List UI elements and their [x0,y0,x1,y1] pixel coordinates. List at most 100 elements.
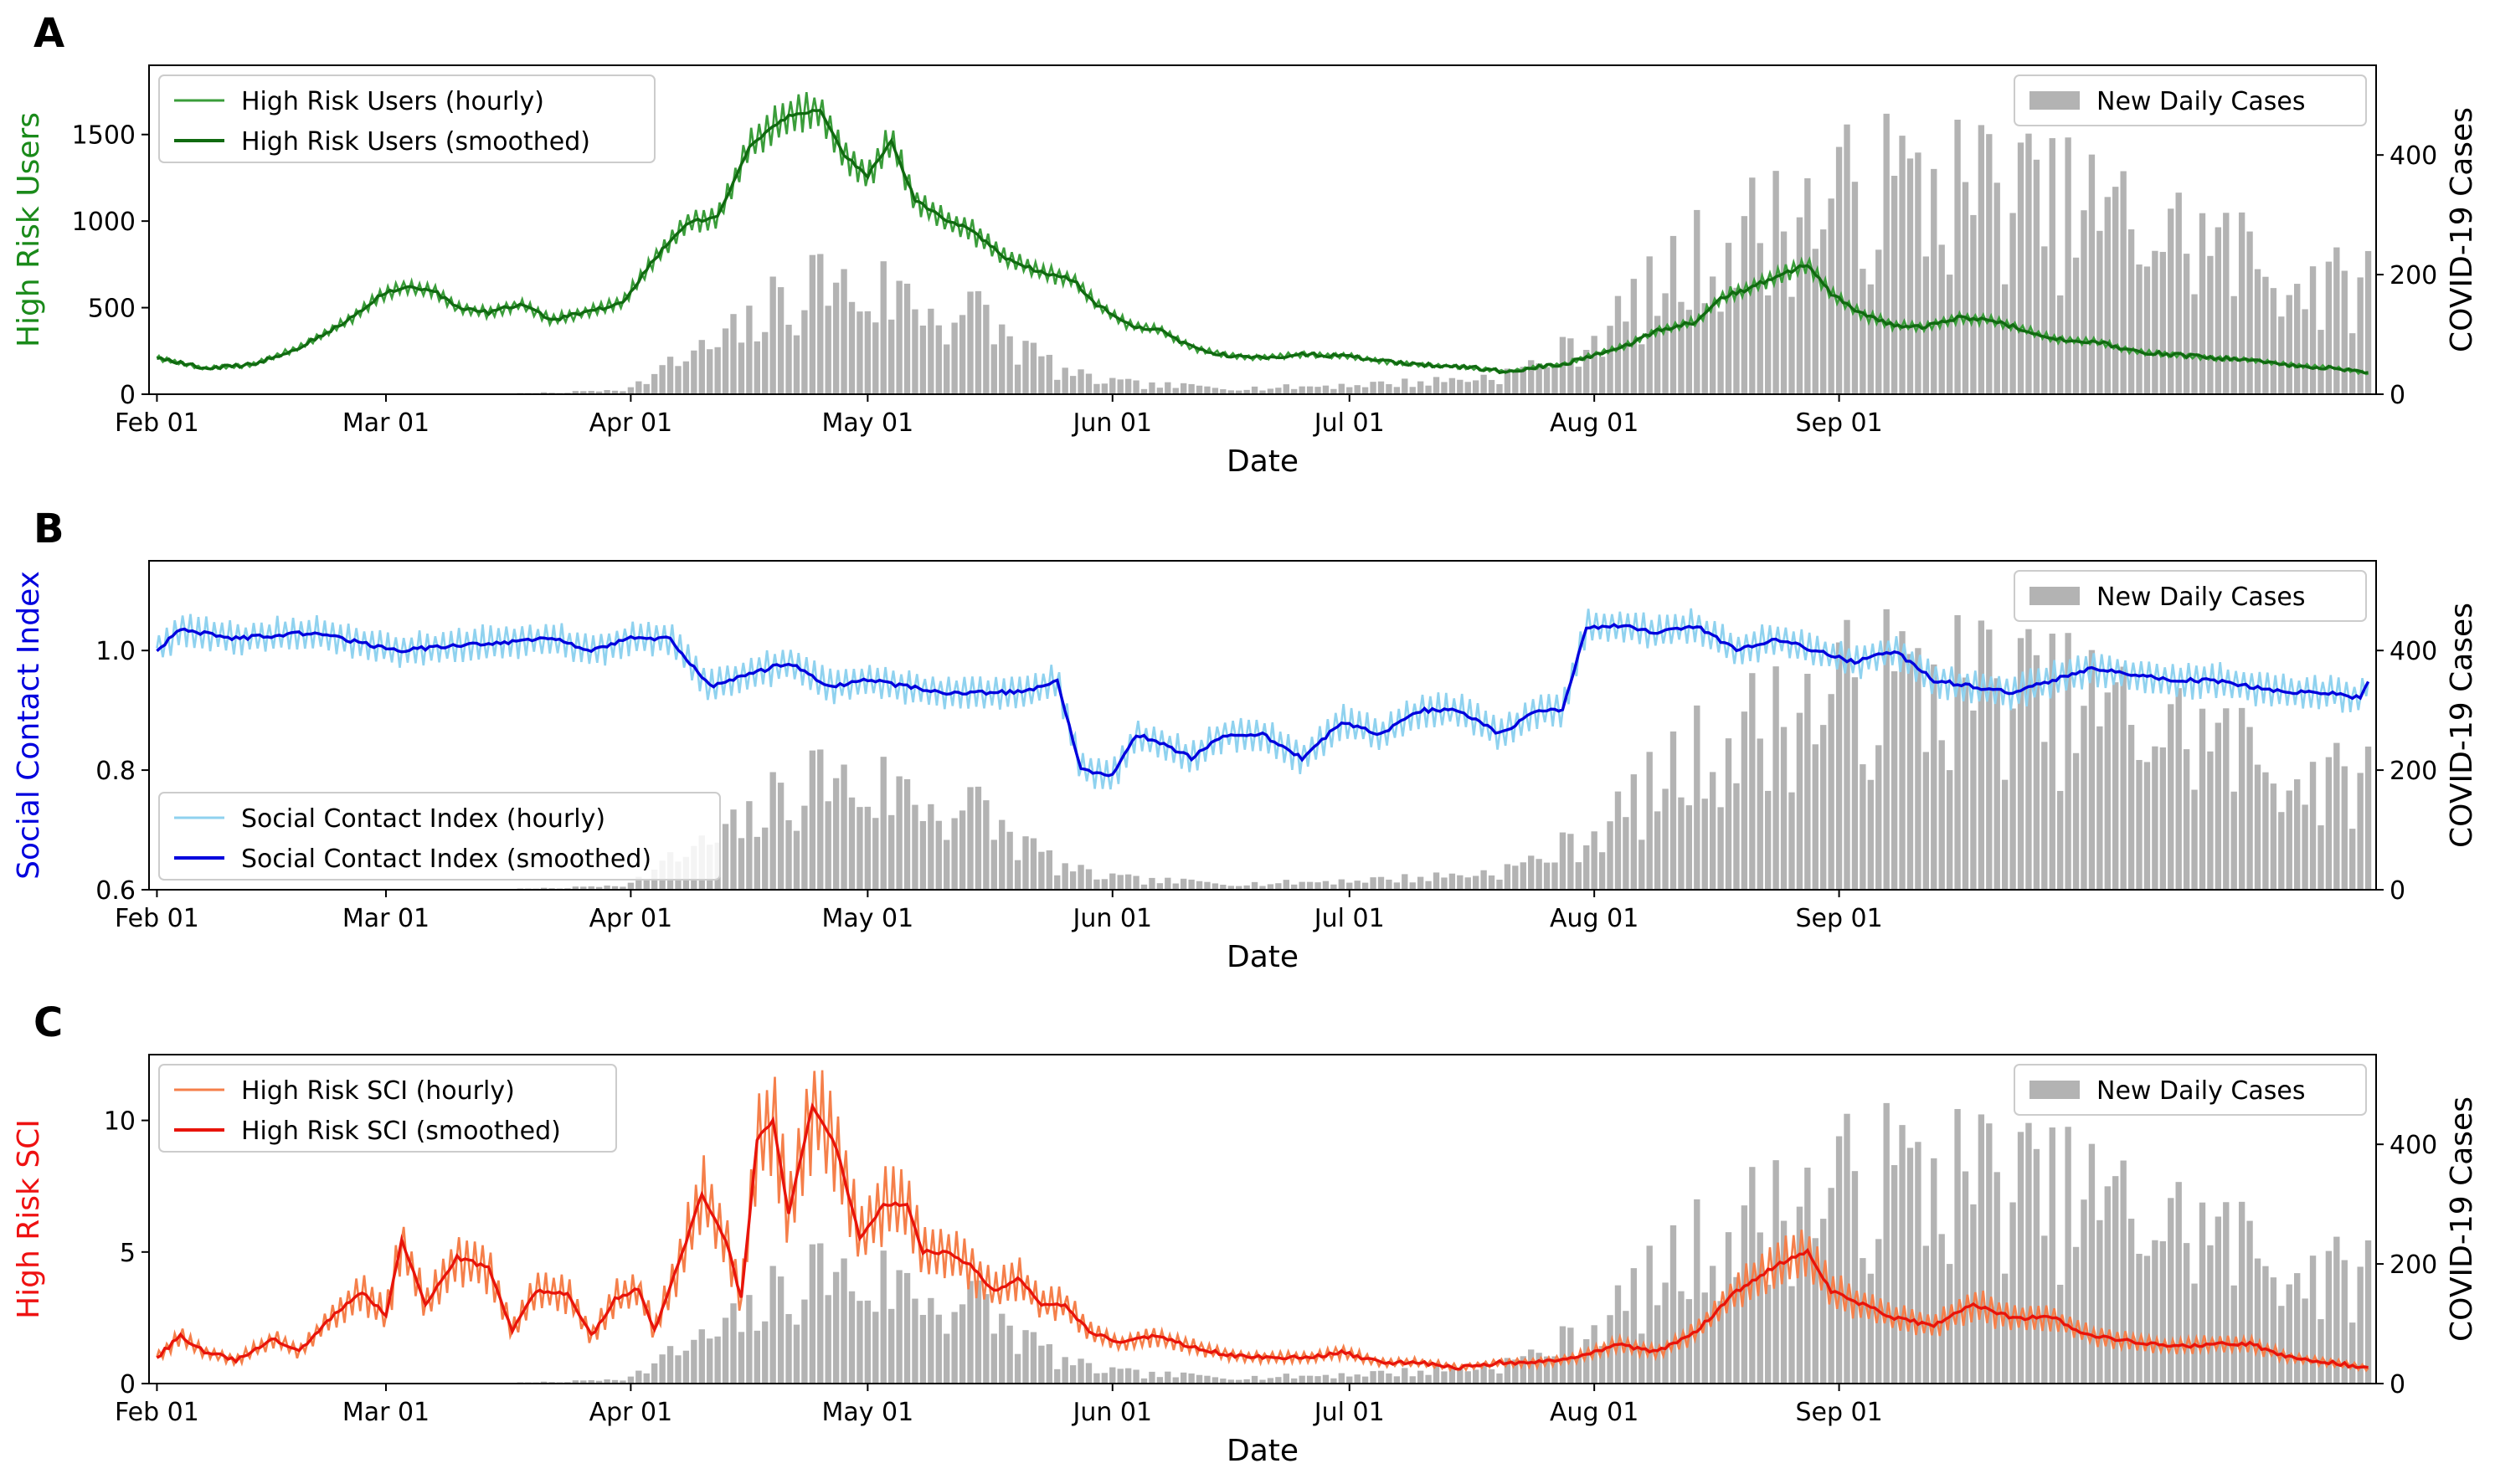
case-bar [698,1329,705,1384]
legend-box [158,792,721,881]
case-bar [1844,619,1850,890]
case-bar [1149,382,1155,394]
case-bar [2230,295,2237,394]
case-bar [1583,350,1590,394]
case-bar [1646,752,1653,890]
case-bar [1741,216,1748,394]
case-bar [675,366,682,394]
case-bar [643,383,650,394]
case-bar [1520,367,1526,394]
case-bar [2293,284,2301,394]
case-bar [903,1272,911,1384]
case-bar [1085,869,1093,890]
case-bar [1117,1368,1124,1384]
case-bar [2309,1255,2317,1384]
x-axis-title: Date [1227,940,1299,974]
case-bar [2262,772,2269,890]
case-bar [2072,1246,2080,1384]
case-bar [1543,1356,1551,1384]
y-tick-label: 1000 [72,208,136,237]
case-bar [2207,751,2214,890]
case-bar [1528,360,1535,394]
case-bar [1022,341,1029,394]
case-bar [1757,738,1763,890]
case-bar [817,254,824,394]
case-bar [2168,208,2174,394]
case-bar [1433,377,1440,394]
case-bar [2325,757,2333,890]
case-bar [1133,1369,1139,1384]
plot-frame [148,64,2377,395]
case-bar [762,1321,769,1384]
legend-label: High Risk Users (hourly) [241,87,544,116]
case-bar [2127,725,2135,890]
case-bar [1133,876,1139,890]
legend-label: Social Contact Index (hourly) [241,804,605,834]
y2-tick-label: 0 [2390,876,2405,906]
x-tick-label: Mar 01 [342,904,430,933]
case-bar [1322,1374,1330,1384]
case-bar [1536,859,1542,890]
case-bar [1220,1379,1227,1384]
case-bar [1946,770,1953,890]
case-bar [2033,655,2040,890]
case-bar [2199,213,2206,394]
case-bar [754,1330,760,1384]
case-bar [1165,1371,1171,1384]
case-bar [1741,711,1748,890]
case-bar [1370,1371,1376,1384]
case-bar [714,1336,721,1384]
case-bar [1346,1376,1353,1384]
case-bar [1306,386,1314,394]
case-bar [1614,791,1622,890]
case-bar [2318,330,2324,394]
legend-cases: New Daily Cases [2014,570,2367,622]
legend-swatch [2029,587,2080,605]
case-bar [1354,385,1361,394]
case-bar [620,886,626,890]
case-bar [666,357,674,394]
case-bar [1844,1113,1850,1384]
case-bar [1046,354,1052,394]
case-bar [1962,182,1969,394]
case-bar [896,280,903,394]
case-bar [1551,367,1558,394]
case-bar [2286,1284,2292,1384]
case-bar [2293,1273,2301,1384]
case-bar [1883,608,1890,890]
case-bar [588,886,594,890]
case-bar [935,325,942,394]
case-bar [1851,1171,1859,1384]
case-bar [540,392,548,394]
case-bar [1591,336,1597,394]
case-bar [707,349,713,394]
case-bar [1338,879,1345,890]
case-bar [2127,229,2135,394]
case-bar [595,886,603,890]
case-bar [1433,1366,1440,1384]
legend-cases: New Daily Cases [2014,1064,2367,1116]
case-bar [872,1312,879,1384]
case-bar [1267,884,1274,890]
case-bar [2120,666,2127,890]
case-bar [959,315,966,394]
case-bar [691,350,697,394]
case-bar [1788,792,1795,890]
case-bar [2246,231,2253,394]
case-bar [1133,380,1139,394]
case-bar [1780,1220,1788,1384]
case-bar [857,1301,863,1384]
case-bar [635,876,642,890]
case-bar [1899,631,1906,890]
case-bar [1314,882,1321,890]
case-bar [2096,230,2103,394]
case-bar [595,1380,603,1384]
case-bar [769,772,776,890]
case-bar [1780,727,1788,890]
case-bar [1669,235,1677,394]
case-bar [1954,119,1961,394]
case-bar [1330,1378,1337,1384]
case-bar [1496,1373,1503,1384]
case-bar [1906,654,1914,890]
case-bar [746,1295,753,1384]
